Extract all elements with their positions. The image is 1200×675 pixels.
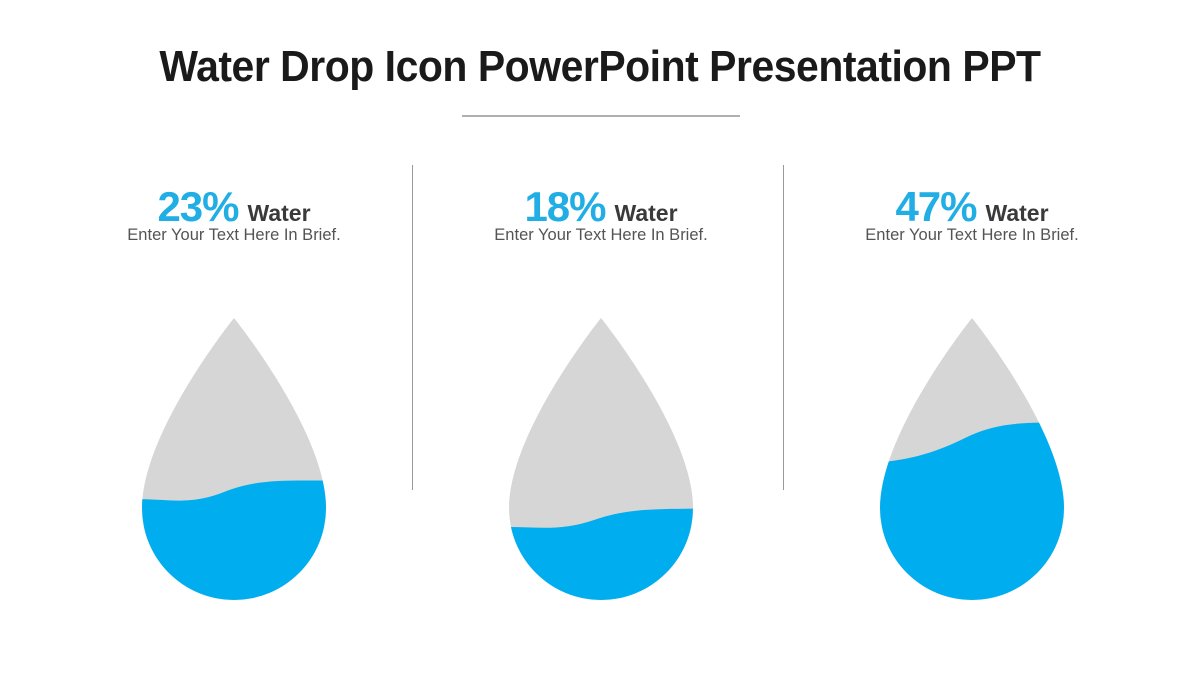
drop-water-group-3 bbox=[880, 422, 1064, 600]
stat-header-2: 18% Water bbox=[415, 183, 787, 231]
column-divider-1 bbox=[412, 165, 413, 490]
stat-column-3[interactable]: 47% Water Enter Your Text Here In Brief. bbox=[786, 0, 1158, 675]
stat-percent-1: 23% bbox=[157, 183, 239, 230]
title-underline-rule bbox=[462, 115, 740, 117]
drop-water-fill-1 bbox=[142, 480, 326, 600]
water-drop-icon-1 bbox=[142, 318, 326, 600]
stat-column-1[interactable]: 23% Water Enter Your Text Here In Brief. bbox=[48, 0, 420, 675]
stat-label-3: Water bbox=[985, 200, 1049, 226]
column-divider-2 bbox=[783, 165, 784, 490]
stat-percent-2: 18% bbox=[524, 183, 606, 230]
drop-water-fill-3 bbox=[880, 422, 1064, 600]
drop-water-group-1 bbox=[142, 480, 326, 600]
stat-description-2: Enter Your Text Here In Brief. bbox=[494, 226, 708, 244]
water-drop-2 bbox=[415, 312, 787, 608]
water-drop-icon-3 bbox=[880, 318, 1064, 600]
water-drop-3 bbox=[786, 312, 1158, 608]
stat-description-3: Enter Your Text Here In Brief. bbox=[865, 226, 1079, 244]
stat-column-2[interactable]: 18% Water Enter Your Text Here In Brief. bbox=[415, 0, 787, 675]
stat-header-1: 23% Water bbox=[48, 183, 420, 231]
water-drop-1 bbox=[48, 312, 420, 608]
stat-label-1: Water bbox=[247, 200, 311, 226]
stat-header-3: 47% Water bbox=[786, 183, 1158, 231]
water-drop-icon-2 bbox=[509, 318, 693, 600]
stat-label-2: Water bbox=[614, 200, 678, 226]
page-title: Water Drop Icon PowerPoint Presentation … bbox=[159, 42, 1041, 91]
stat-percent-3: 47% bbox=[895, 183, 977, 230]
stat-description-1: Enter Your Text Here In Brief. bbox=[127, 226, 341, 244]
